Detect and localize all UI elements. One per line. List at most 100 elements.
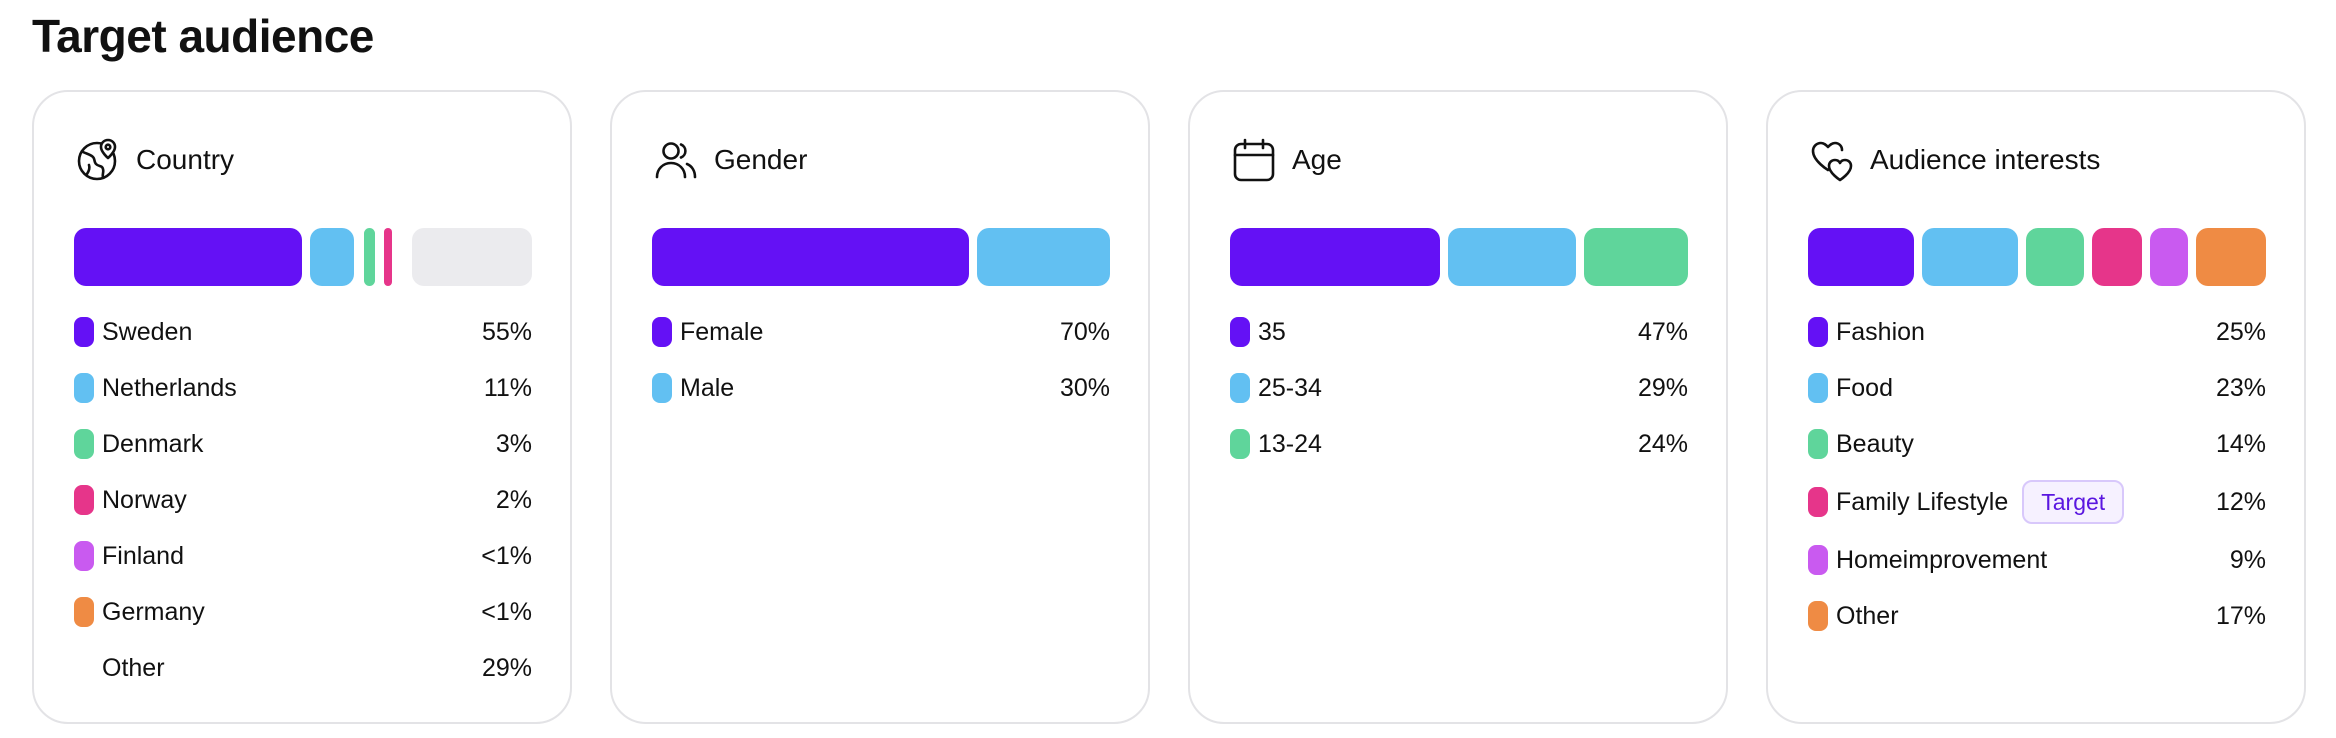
legend-label: Norway xyxy=(102,486,187,514)
globe-icon xyxy=(74,136,122,184)
bar-segment-25-34 xyxy=(1448,228,1576,286)
legend-value: 11% xyxy=(483,374,532,402)
legend-label: Denmark xyxy=(102,430,204,458)
legend-value: 47% xyxy=(1637,318,1688,346)
bar-segment-denmark xyxy=(364,228,375,286)
color-swatch xyxy=(1808,487,1828,517)
legend-label: Sweden xyxy=(102,318,193,346)
legend-value: 70% xyxy=(1059,318,1110,346)
bar-segment-13-24 xyxy=(1584,228,1688,286)
legend-item: Family Lifestyle Target 12% xyxy=(1808,472,2266,532)
legend-value: 2% xyxy=(495,486,532,514)
legend-value: <1% xyxy=(481,542,532,570)
legend-label: Other xyxy=(102,654,165,682)
bar-segment-family-lifestyle xyxy=(2092,228,2142,286)
card-header: Audience interests xyxy=(1808,132,2100,188)
bar-segment-norway xyxy=(384,228,392,286)
legend-value: 3% xyxy=(495,430,532,458)
legend-label: Female xyxy=(680,318,764,346)
color-swatch xyxy=(1808,429,1828,459)
legend-value: 9% xyxy=(2229,546,2266,574)
legend-item: 35 47% xyxy=(1230,304,1688,360)
legend-value: <1% xyxy=(481,598,532,626)
legend-label: Other xyxy=(1836,602,1899,630)
page-title: Target audience xyxy=(32,10,374,62)
color-swatch xyxy=(1808,317,1828,347)
color-swatch xyxy=(652,373,672,403)
legend-label: Male xyxy=(680,374,735,402)
age-card: Age 35 47% 25-34 29% 13-24 24% xyxy=(1188,90,1728,724)
color-swatch xyxy=(652,317,672,347)
country-card: Country Sweden 55% Netherlands 11% Denma… xyxy=(32,90,572,724)
bar-segment-female xyxy=(652,228,969,286)
age-distribution-bar xyxy=(1230,228,1688,286)
color-swatch xyxy=(1230,429,1250,459)
color-swatch xyxy=(1808,373,1828,403)
color-swatch xyxy=(1230,373,1250,403)
card-header: Gender xyxy=(652,132,807,188)
gender-card: Gender Female 70% Male 30% xyxy=(610,90,1150,724)
legend-item: Homeimprovement 9% xyxy=(1808,532,2266,588)
legend-label: 25-34 xyxy=(1258,374,1322,402)
card-header: Age xyxy=(1230,132,1342,188)
legend-value: 25% xyxy=(2215,318,2266,346)
country-legend: Sweden 55% Netherlands 11% Denmark 3% No… xyxy=(74,304,532,696)
color-swatch xyxy=(74,653,94,683)
bar-segment-netherlands xyxy=(310,228,354,286)
legend-label: 13-24 xyxy=(1258,430,1322,458)
interests-distribution-bar xyxy=(1808,228,2266,286)
bar-segment-beauty xyxy=(2026,228,2084,286)
legend-value: 14% xyxy=(2215,430,2266,458)
color-swatch xyxy=(74,429,94,459)
bar-segment-sweden xyxy=(74,228,302,286)
legend-label: Homeimprovement xyxy=(1836,546,2048,574)
gender-legend: Female 70% Male 30% xyxy=(652,304,1110,416)
legend-label: Family Lifestyle xyxy=(1836,488,2009,516)
audience-interests-card: Audience interests Fashion 25% Food 23% xyxy=(1766,90,2306,724)
card-title: Audience interests xyxy=(1870,144,2101,175)
legend-item: Male 30% xyxy=(652,360,1110,416)
legend-value: 24% xyxy=(1637,430,1688,458)
bar-segment-35 xyxy=(1230,228,1440,286)
target-badge: Target xyxy=(2022,480,2125,524)
legend-label: Fashion xyxy=(1836,318,1925,346)
legend-item: Germany <1% xyxy=(74,584,532,640)
legend-item: Food 23% xyxy=(1808,360,2266,416)
calendar-icon xyxy=(1230,136,1278,184)
legend-item: Other 17% xyxy=(1808,588,2266,644)
bar-segment-homeimprovement xyxy=(2150,228,2188,286)
legend-label: Germany xyxy=(102,598,205,626)
interests-legend: Fashion 25% Food 23% Beauty 14% Family L… xyxy=(1808,304,2266,644)
hearts-icon xyxy=(1808,136,1856,184)
card-title: Age xyxy=(1292,144,1342,175)
color-swatch xyxy=(1808,545,1828,575)
legend-value: 55% xyxy=(481,318,532,346)
legend-item: Netherlands 11% xyxy=(74,360,532,416)
legend-label: Food xyxy=(1836,374,1893,402)
color-swatch xyxy=(74,597,94,627)
legend-item: Denmark 3% xyxy=(74,416,532,472)
color-swatch xyxy=(74,317,94,347)
legend-item: Fashion 25% xyxy=(1808,304,2266,360)
bar-segment-other xyxy=(412,228,532,286)
color-swatch xyxy=(74,485,94,515)
legend-item: Sweden 55% xyxy=(74,304,532,360)
gender-distribution-bar xyxy=(652,228,1110,286)
card-title: Country xyxy=(136,144,235,175)
color-swatch xyxy=(1230,317,1250,347)
legend-item: Finland <1% xyxy=(74,528,532,584)
legend-value: 12% xyxy=(2215,488,2266,516)
bar-segment-other xyxy=(2196,228,2266,286)
legend-item: 13-24 24% xyxy=(1230,416,1688,472)
legend-value: 29% xyxy=(481,654,532,682)
legend-value: 23% xyxy=(2215,374,2266,402)
age-legend: 35 47% 25-34 29% 13-24 24% xyxy=(1230,304,1688,472)
users-icon xyxy=(652,136,700,184)
legend-value: 30% xyxy=(1059,374,1110,402)
legend-label: Finland xyxy=(102,542,184,570)
legend-item: Beauty 14% xyxy=(1808,416,2266,472)
bar-segment-fashion xyxy=(1808,228,1914,286)
country-distribution-bar xyxy=(74,228,532,286)
bar-segment-food xyxy=(1922,228,2018,286)
